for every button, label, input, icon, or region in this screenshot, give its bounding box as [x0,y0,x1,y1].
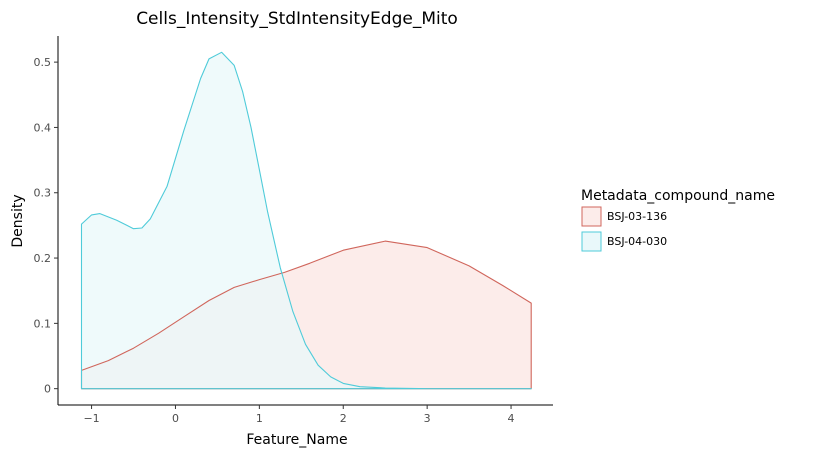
density-line-0 [80,240,532,390]
x-tick-label: −1 [83,412,99,425]
legend-swatch-1 [581,231,602,252]
y-tick-label: 0.5 [34,56,52,69]
legend-label-1: BSJ-04-030 [607,235,667,248]
y-tick-label: 0.4 [34,121,52,134]
legend: Metadata_compound_name BSJ-03-136 BSJ-04-… [581,188,775,252]
x-tick-label: 3 [424,412,431,425]
y-tick-label: 0.1 [34,317,52,330]
y-tick-label: 0.3 [34,187,52,200]
x-tick-label: 4 [508,412,515,425]
x-tick-label: 0 [172,412,179,425]
y-axis: 0 0.1 0.2 0.3 0.4 0.5 [34,36,59,405]
x-axis-title: Feature_Name [246,432,347,448]
y-tick-label: 0 [44,383,51,396]
x-tick-label: 2 [340,412,347,425]
legend-title: Metadata_compound_name [581,188,775,204]
legend-label-0: BSJ-03-136 [607,210,667,223]
y-tick-label: 0.2 [34,252,52,265]
chart-title: Cells_Intensity_StdIntensityEdge_Mito [136,9,458,29]
y-axis-title: Density [10,194,26,247]
legend-items: BSJ-03-136 BSJ-04-030 [581,206,667,252]
legend-swatch-0 [581,206,602,227]
density-line-1 [80,51,532,390]
x-axis: −1 0 1 2 3 4 [58,404,553,425]
plot-area [80,51,532,390]
density-area-1 [81,52,532,389]
x-tick-label: 1 [256,412,263,425]
